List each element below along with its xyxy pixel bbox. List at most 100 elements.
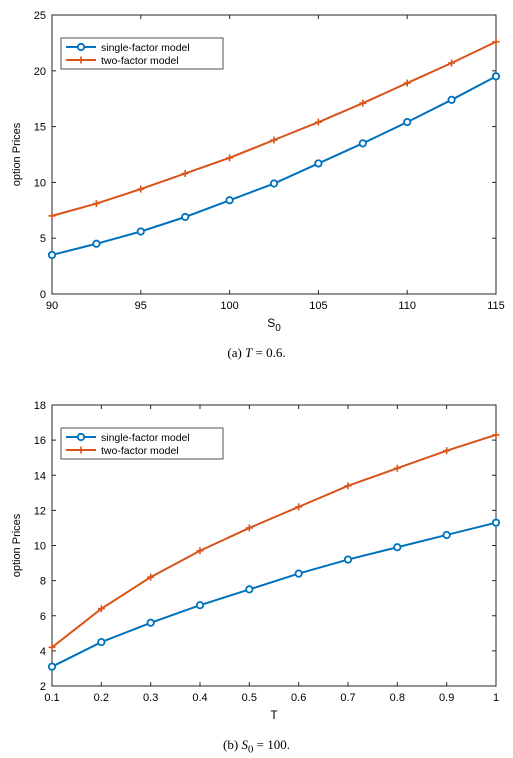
chart-a-xtick-label: 90 xyxy=(46,300,58,312)
chart-b-point-series2 xyxy=(344,482,352,490)
chart-a-legend xyxy=(60,37,224,70)
chart-b-legend-marker-1 xyxy=(76,432,86,442)
chart-a-ytick-label: 0 xyxy=(40,289,46,301)
chart-a-point-series2 xyxy=(359,99,367,107)
chart-b: 0.1 0.2 0.3 0.4 0.5 0.6 0.7 0.8 0.9 1246810121416… xyxy=(11,400,501,722)
chart-b-point-series2 xyxy=(492,431,500,439)
chart-b-point-series2 xyxy=(245,524,253,532)
chart-a-point-series1 xyxy=(403,118,412,127)
caption-a-var: T xyxy=(245,345,253,360)
chart-b-xtick-label: 0.5 xyxy=(242,692,257,704)
chart-a-legend-marker-1 xyxy=(76,42,86,52)
chart-b-legend-marker-2 xyxy=(77,446,85,454)
chart-b-xtick-label: 0.3 xyxy=(143,692,158,704)
chart-a-ytick-label: 10 xyxy=(34,177,46,189)
chart-b-point-series2 xyxy=(393,464,401,472)
chart-b-ytick-label: 2 xyxy=(40,681,46,693)
chart-a-point-series2 xyxy=(92,200,100,208)
chart-a-point-series2 xyxy=(226,154,234,162)
chart-a-xtick-label: 105 xyxy=(309,300,327,312)
chart-a-xtick-label: 110 xyxy=(398,300,416,312)
chart-b-ytick-label: 16 xyxy=(34,435,46,447)
figure-b: 0.1 0.2 0.3 0.4 0.5 0.6 0.7 0.8 0.9 1 2 4 6 8 10 12 14 16… xyxy=(0,380,513,758)
chart-a-legend-marker-2 xyxy=(77,56,85,64)
chart-a-point-series1 xyxy=(225,196,234,205)
chart-b-point-series2 xyxy=(295,503,303,511)
chart-a-point-series2 xyxy=(492,38,500,46)
chart-b-point-series2 xyxy=(196,547,204,555)
caption-b-var-sub: 0 xyxy=(247,743,254,756)
chart-a-point-series1 xyxy=(358,139,367,148)
caption-b-prefix: (b) xyxy=(223,737,239,752)
chart-b-series-line-1 xyxy=(51,521,497,668)
chart-b-xtick-label: 0.9 xyxy=(439,692,454,704)
chart-b-ytick-label: 8 xyxy=(40,576,46,588)
chart-b-point-series1 xyxy=(343,555,353,564)
chart-a-point-series1 xyxy=(47,250,57,260)
chart-b-point-series1 xyxy=(393,543,402,552)
chart-a-point-series2 xyxy=(48,212,56,220)
chart-a-xtick-label: 95 xyxy=(135,300,147,312)
chart-b-point-series1 xyxy=(146,618,155,627)
chart-b-ytick-label: 10 xyxy=(34,541,46,553)
caption-b-var: S xyxy=(241,737,248,752)
caption-a: (a) T = 0.6. xyxy=(0,345,513,361)
chart-b-xtick-label: 1 xyxy=(493,692,499,704)
chart-a-ytick-label: 15 xyxy=(34,122,46,134)
chart-a-point-series1 xyxy=(314,159,323,168)
chart-b-xtick-label: 0.8 xyxy=(390,692,405,704)
chart-b-xtick-label: 0.7 xyxy=(340,692,355,704)
chart-a-point-series1 xyxy=(136,227,145,236)
chart-a-point-series1 xyxy=(269,179,279,188)
chart-a-legend-label-2: two-factor model xyxy=(101,55,179,67)
chart-b-point-series2 xyxy=(48,643,56,651)
chart-a-ylabel: option Prices xyxy=(11,122,23,186)
chart-b-point-series1 xyxy=(245,585,254,594)
chart-b-ytick-label: 14 xyxy=(34,470,46,482)
chart-b-legend-label-2: two-factor model xyxy=(101,445,179,457)
chart-b-legend xyxy=(60,427,224,460)
chart-b-point-series1 xyxy=(491,518,501,527)
chart-a: 90 95 100 105 110 115 0 5 10 15 20 25 S0 option Price… xyxy=(11,10,505,334)
chart-b-point-series2 xyxy=(443,447,451,455)
chart-a-point-series2 xyxy=(403,79,411,87)
chart-b-ylabel: option Prices xyxy=(11,513,23,577)
caption-b: (b) S0 = 100. xyxy=(0,737,513,756)
caption-b-rest: = 100. xyxy=(253,737,290,752)
chart-b-point-series1 xyxy=(97,637,106,647)
chart-b-xlabel: T xyxy=(270,708,278,722)
caption-a-rest: = 0.6. xyxy=(252,345,286,360)
chart-b-legend-label-1: single-factor model xyxy=(101,432,190,444)
chart-a-point-series2 xyxy=(137,185,145,193)
chart-b-ytick-label: 6 xyxy=(40,611,46,623)
chart-a-ytick-label: 20 xyxy=(34,66,46,78)
figure-a: 90 95 100 105 110 115 0 5 10 15 20 25 S0 option Price… xyxy=(0,0,513,370)
chart-a-point-series1 xyxy=(181,212,190,222)
chart-b-point-series2 xyxy=(147,573,155,581)
chart-a-point-series1 xyxy=(92,239,101,248)
chart-b-point-series1 xyxy=(47,662,57,671)
chart-b-ytick-label: 18 xyxy=(34,400,46,412)
chart-a-point-series2 xyxy=(448,59,456,67)
chart-a-point-series1 xyxy=(491,72,501,81)
chart-a-legend-label-1: single-factor model xyxy=(101,42,190,54)
chart-a-xtick-label: 100 xyxy=(220,300,238,312)
chart-b-xtick-label: 0.2 xyxy=(94,692,109,704)
chart-b-xtick-label: 0.1 xyxy=(44,692,59,704)
chart-a-xlabel-sub: 0 xyxy=(275,323,281,334)
chart-b-ytick-label: 12 xyxy=(34,505,46,517)
chart-b-series-line-2 xyxy=(51,433,497,649)
chart-b-point-series1 xyxy=(294,569,303,578)
chart-a-point-series1 xyxy=(447,95,456,104)
chart-a-xtick-label: 115 xyxy=(487,300,505,312)
chart-b-xtick-label: 0.6 xyxy=(291,692,306,704)
chart-b-xtick-label: 0.4 xyxy=(192,692,207,704)
chart-b-point-series2 xyxy=(97,605,105,613)
chart-b-point-series1 xyxy=(195,601,205,610)
chart-a-xlabel: S0 xyxy=(267,316,281,334)
chart-a-point-series2 xyxy=(270,136,278,144)
chart-b-point-series1 xyxy=(442,530,451,540)
chart-a-point-series2 xyxy=(314,118,322,126)
caption-a-prefix: (a) xyxy=(227,345,242,360)
chart-a-point-series2 xyxy=(181,169,189,177)
